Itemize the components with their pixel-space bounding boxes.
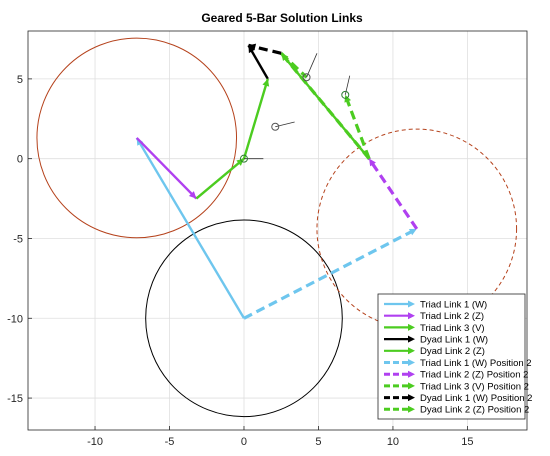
pivot-marker — [239, 154, 248, 163]
y-tick-label: -15 — [7, 393, 23, 405]
series-7-link-arrowhead — [344, 94, 352, 103]
series-7-link — [343, 94, 371, 160]
pivot-marker — [341, 90, 350, 99]
x-tick-label: -10 — [87, 436, 103, 448]
legend-swatch-arrowhead — [408, 359, 415, 366]
legend-label: Triad Link 3 (V) Position 2 — [420, 381, 529, 392]
x-tick-label: 15 — [461, 436, 473, 448]
series-5-link-arrowhead — [408, 228, 417, 236]
series-9-link — [279, 52, 371, 160]
position-circle — [36, 37, 238, 239]
legend-swatch-arrowhead — [408, 370, 415, 378]
series-2-link — [195, 157, 245, 200]
legend: Triad Link 1 (W)Triad Link 2 (Z)Triad Li… — [377, 293, 532, 420]
series-0-link — [135, 137, 246, 319]
series-2-link-arrowhead — [236, 158, 244, 166]
x-tick-label: 0 — [241, 436, 247, 448]
y-tick-label: -10 — [7, 313, 23, 325]
legend-label: Triad Link 2 (Z) Position 2 — [420, 370, 528, 381]
series-1-link-arrowhead — [188, 191, 197, 199]
series-4-link-arrowhead — [262, 78, 270, 87]
x-tick-label: 5 — [315, 436, 321, 448]
legend-swatch-arrowhead — [408, 405, 415, 413]
position-circle — [145, 219, 343, 418]
plot-frame — [27, 30, 528, 431]
pivot-tick — [306, 53, 318, 78]
legend-label: Dyad Link 1 (W) — [420, 335, 488, 346]
legend-swatch-arrowhead — [408, 335, 415, 343]
y-tick-label: 5 — [17, 74, 23, 86]
legend-label: Triad Link 3 (V) — [420, 323, 485, 334]
pivot-marker — [302, 73, 311, 82]
series-1-link — [135, 137, 198, 200]
series-8-link-arrowhead — [248, 43, 257, 51]
series-4-link — [242, 78, 269, 160]
y-tick-label: -5 — [13, 233, 23, 245]
legend-label: Dyad Link 1 (W) Position 2 — [420, 393, 532, 404]
legend-label: Triad Link 1 (W) — [420, 299, 487, 310]
series-6-link — [367, 157, 419, 230]
legend-label: Triad Link 2 (Z) — [420, 311, 484, 322]
legend-swatch-arrowhead — [408, 323, 415, 331]
y-tick-label: 0 — [17, 154, 23, 166]
chart-title: Geared 5-Bar Solution Links — [201, 11, 363, 25]
series-5-link — [243, 227, 418, 320]
legend-swatch-arrowhead — [408, 382, 415, 390]
legend-label: Triad Link 1 (W) Position 2 — [420, 358, 532, 369]
series-6-link-arrowhead — [369, 158, 376, 167]
legend-swatch-arrowhead — [408, 312, 415, 320]
legend-swatch-arrowhead — [408, 300, 415, 308]
pivot-marker — [271, 122, 280, 131]
x-tick-label: -5 — [165, 436, 175, 448]
legend-swatch-arrowhead — [408, 347, 415, 355]
ticks-layer: -10 -5 0 5 10 15 5 0 -5 -10 -15 — [7, 74, 473, 448]
series-9-link-arrowhead — [281, 53, 289, 61]
legend-label: Dyad Link 2 (Z) Position 2 — [420, 405, 529, 416]
x-tick-label: 10 — [387, 436, 399, 448]
legend-label: Dyad Link 2 (Z) — [420, 346, 485, 357]
legend-swatch-arrowhead — [408, 394, 415, 402]
